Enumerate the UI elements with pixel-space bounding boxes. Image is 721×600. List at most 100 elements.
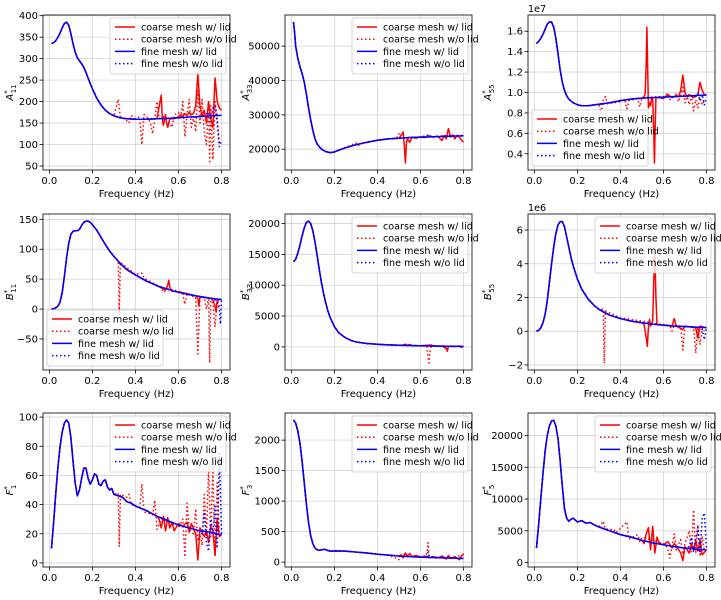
y-tick-label: 0	[32, 305, 38, 316]
subplot-b55: 0.0 0.2 0.4 0.6 0.8 −2 0 2 4 6 1e6 Frequency (Hz) B*…	[481, 203, 721, 400]
y-tick-label: 20000	[248, 145, 280, 156]
x-tick-label: 0.4	[612, 573, 628, 584]
series-fine-mesh-w-o-lid	[535, 21, 708, 107]
series-group	[51, 21, 223, 163]
x-tick-label: 0.4	[369, 376, 385, 387]
subplot-a55: 0.0 0.2 0.4 0.6 0.8 0.4 0.6 0.8 1.0 1.2 1.4 1.6 1e7 F…	[481, 4, 716, 200]
legend-item: fine mesh w/ lid	[357, 445, 459, 456]
subplot-f5: 0.0 0.2 0.4 0.6 0.8 0 5000 10000 15000 20000 Frequ…	[481, 412, 721, 597]
legend-label: coarse mesh w/ lid	[626, 222, 716, 233]
y-axis-label: F*1	[3, 485, 18, 496]
y-tick-label: 300	[19, 54, 38, 65]
legend-box	[594, 415, 712, 473]
legend-label: fine mesh w/ lid	[383, 47, 459, 58]
legend-item: coarse mesh w/ lid	[600, 421, 716, 432]
y-tick-label: 150	[19, 119, 38, 130]
y-axis-label: F*5	[481, 485, 496, 496]
x-axis-label: Frequency (Hz)	[341, 189, 417, 200]
y-tick-label: −50	[17, 334, 38, 345]
series-fine-mesh-w-o-lid	[535, 419, 708, 554]
y-offset-text: 1e6	[528, 203, 546, 214]
legend-item: coarse mesh w/o lid	[600, 433, 721, 444]
legend-label: fine mesh w/o lid	[383, 457, 465, 468]
legend-label: coarse mesh w/ lid	[383, 222, 473, 233]
axes-frame	[527, 213, 716, 371]
x-tick-label: 0.2	[326, 573, 342, 584]
x-tick-label: 0.8	[214, 176, 230, 187]
y-label-symbol: A	[483, 94, 494, 102]
legend-box	[351, 415, 469, 473]
y-label-subscript: 3	[246, 485, 254, 489]
y-tick-label: 40000	[248, 76, 280, 87]
y-label-superscript: *	[3, 486, 11, 490]
legend-box	[351, 17, 469, 75]
subplot-f1: 0.0 0.2 0.4 0.6 0.8 0 20 40 60 80 100 Frequency (Hz…	[3, 413, 237, 597]
y-offset-text: 1e7	[528, 4, 546, 15]
x-axis-label: Frequency (Hz)	[99, 389, 175, 400]
x-tick-label: 0.4	[127, 376, 143, 387]
y-label-symbol: F	[5, 489, 16, 495]
y-tick-label: 200	[19, 97, 38, 108]
series-group	[536, 220, 708, 364]
y-tick-label: 1.0	[507, 88, 523, 99]
x-axis-label: Frequency (Hz)	[584, 389, 660, 400]
x-tick-label: 0.2	[326, 376, 342, 387]
legend-label: fine mesh w/ lid	[141, 47, 217, 58]
legend-label: fine mesh w/o lid	[626, 457, 708, 468]
legend-item: fine mesh w/ lid	[600, 445, 702, 456]
legend-label: coarse mesh w/ lid	[141, 421, 231, 432]
x-tick-label: 0.0	[283, 573, 299, 584]
y-tick-label: 60	[25, 471, 38, 482]
x-tick-label: 0.8	[699, 376, 715, 387]
y-tick-label: 30000	[248, 110, 280, 121]
subplot-a33: 0.0 0.2 0.4 0.6 0.8 20000 30000 40000 50000 Frequ…	[239, 14, 479, 200]
y-tick-label: 5000	[498, 526, 523, 537]
series-coarse-mesh-w-o-lid	[50, 419, 221, 558]
series-coarse-mesh-w-o-lid	[536, 220, 705, 364]
x-tick-label: 0.6	[656, 573, 672, 584]
y-label-subscript: 5	[488, 485, 496, 489]
legend-item: coarse mesh w/o lid	[115, 35, 237, 46]
y-tick-label: 2000	[255, 436, 280, 447]
x-tick-label: 0.4	[127, 176, 143, 187]
x-tick-label: 0.0	[526, 176, 542, 187]
y-label-subscript: 11	[10, 84, 18, 93]
legend-item: coarse mesh w/ lid	[357, 421, 473, 432]
x-tick-label: 0.6	[656, 176, 672, 187]
legend-box	[46, 309, 164, 367]
legend-item: fine mesh w/o lid	[357, 59, 465, 70]
y-axis-label: A*11	[3, 84, 18, 101]
x-tick-label: 0.8	[456, 176, 472, 187]
subplot-a11: 0.0 0.2 0.4 0.6 0.8 50 100 150 200 250 300 350 400 Fr…	[3, 11, 237, 200]
legend-label: fine mesh w/o lid	[78, 351, 160, 362]
y-label-superscript: *	[481, 289, 489, 293]
x-tick-label: 0.8	[456, 376, 472, 387]
x-tick-label: 0.4	[612, 376, 628, 387]
legend-label: coarse mesh w/o lid	[626, 433, 721, 444]
x-tick-label: 0.2	[569, 376, 585, 387]
x-tick-label: 0.2	[569, 573, 585, 584]
y-tick-label: 100	[19, 245, 38, 256]
legend-item: coarse mesh w/ lid	[357, 222, 473, 233]
x-tick-label: 0.2	[84, 376, 100, 387]
legend-label: fine mesh w/ lid	[383, 246, 459, 257]
legend-item: coarse mesh w/o lid	[357, 234, 479, 245]
y-tick-label: 15000	[248, 250, 280, 261]
x-axis-label: Frequency (Hz)	[341, 586, 417, 597]
x-tick-label: 0.2	[569, 176, 585, 187]
y-tick-label: 20000	[491, 431, 523, 442]
y-tick-label: 0	[517, 327, 523, 338]
legend-item: coarse mesh w/ lid	[537, 115, 653, 126]
series-fine-mesh-w-o-lid	[292, 21, 464, 154]
legend-item: fine mesh w/ lid	[537, 139, 639, 150]
series-fine-mesh-w-o-lid	[292, 220, 464, 348]
legend-label: fine mesh w/ lid	[141, 445, 217, 456]
series-fine-mesh-w-lid	[51, 21, 222, 120]
subplot-grid: 0.0 0.2 0.4 0.6 0.850100150200250300350400Fr…	[3, 4, 721, 597]
y-tick-label: 0	[274, 558, 280, 569]
x-tick-label: 0.2	[84, 176, 100, 187]
x-tick-label: 0.6	[413, 573, 429, 584]
